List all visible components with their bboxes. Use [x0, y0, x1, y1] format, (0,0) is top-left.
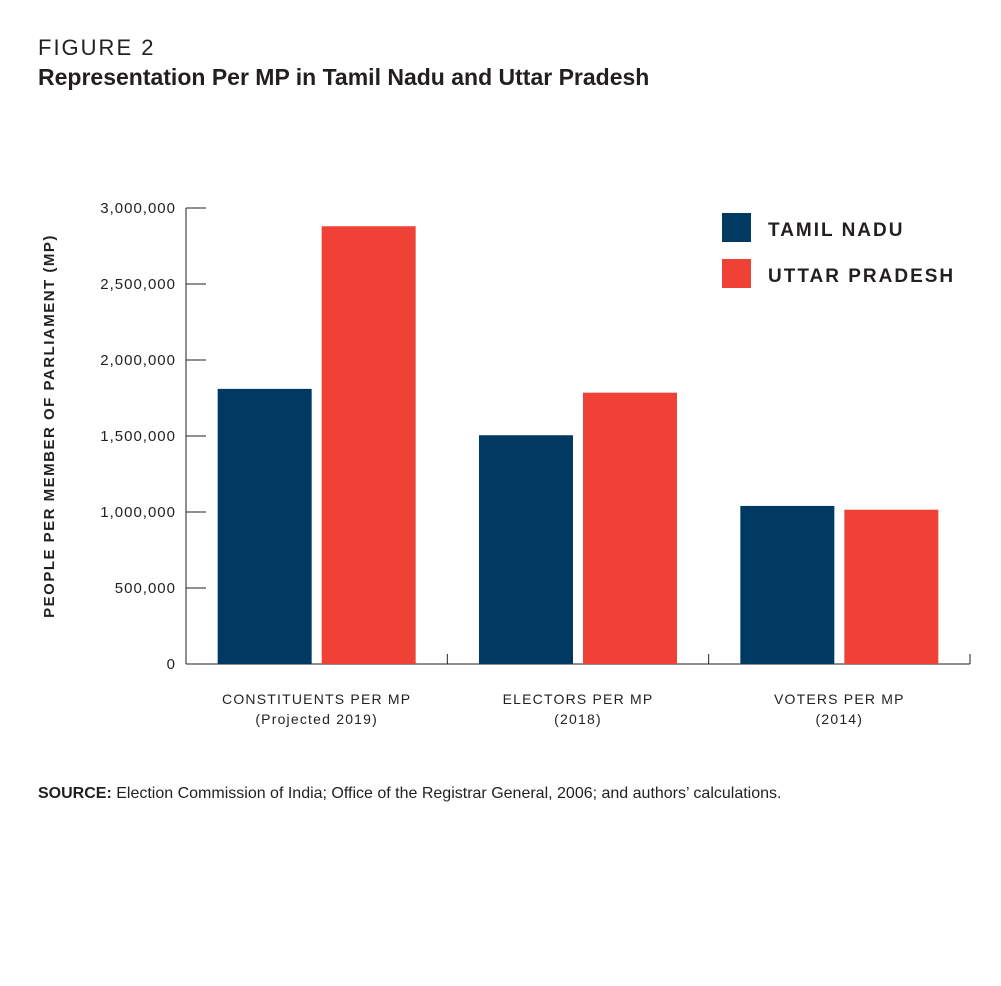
bar-uttar_pradesh [583, 392, 677, 664]
bar-uttar_pradesh [844, 509, 939, 664]
source-text: Election Commission of India; Office of … [111, 785, 782, 802]
bar-tamil_nadu [479, 435, 573, 664]
x-category-label: VOTERS PER MP [774, 691, 905, 707]
source-label: SOURCE: [38, 785, 112, 802]
bar-chart: 0 500,000 1,000,000 1,500,000 2,000,000 2,500… [41, 200, 971, 727]
x-category-label: (2018) [554, 711, 602, 727]
y-tick-label: 2,500,000 [100, 276, 176, 293]
legend-label-uttar_pradesh: UTTAR PRADESH [768, 266, 955, 287]
y-tick-label: 2,000,000 [100, 352, 176, 369]
bar-uttar_pradesh [321, 226, 416, 665]
bar-tamil_nadu [740, 505, 835, 664]
x-category-label: (2014) [815, 711, 863, 727]
source-note: SOURCE: Election Commission of India; Of… [38, 785, 781, 803]
x-axis: CONSTITUENTS PER MP (Projected 2019) ELECT… [186, 654, 971, 727]
y-tick-label: 500,000 [115, 580, 176, 597]
legend-swatch-uttar_pradesh [722, 259, 751, 288]
x-category-label: ELECTORS PER MP [503, 691, 654, 707]
x-category-label: CONSTITUENTS PER MP [222, 691, 411, 707]
bar-tamil_nadu [217, 388, 312, 664]
figure-title: Representation Per MP in Tamil Nadu and … [38, 64, 650, 90]
legend: TAMIL NADU UTTAR PRADESH [722, 213, 955, 288]
y-axis: 0 500,000 1,000,000 1,500,000 2,000,000 2,500… [100, 200, 206, 673]
x-category-label: (Projected 2019) [255, 711, 378, 727]
legend-swatch-tamil_nadu [722, 213, 751, 242]
y-tick-label: 1,500,000 [100, 428, 176, 445]
y-tick-label: 1,000,000 [100, 504, 176, 521]
y-tick-label: 3,000,000 [100, 200, 176, 217]
y-tick-label: 0 [167, 656, 176, 673]
y-axis-title: PEOPLE PER MEMBER OF PARLIAMENT (MP) [41, 234, 58, 618]
figure-label: FIGURE 2 [38, 35, 156, 60]
bars [217, 226, 939, 665]
legend-label-tamil_nadu: TAMIL NADU [768, 220, 904, 241]
